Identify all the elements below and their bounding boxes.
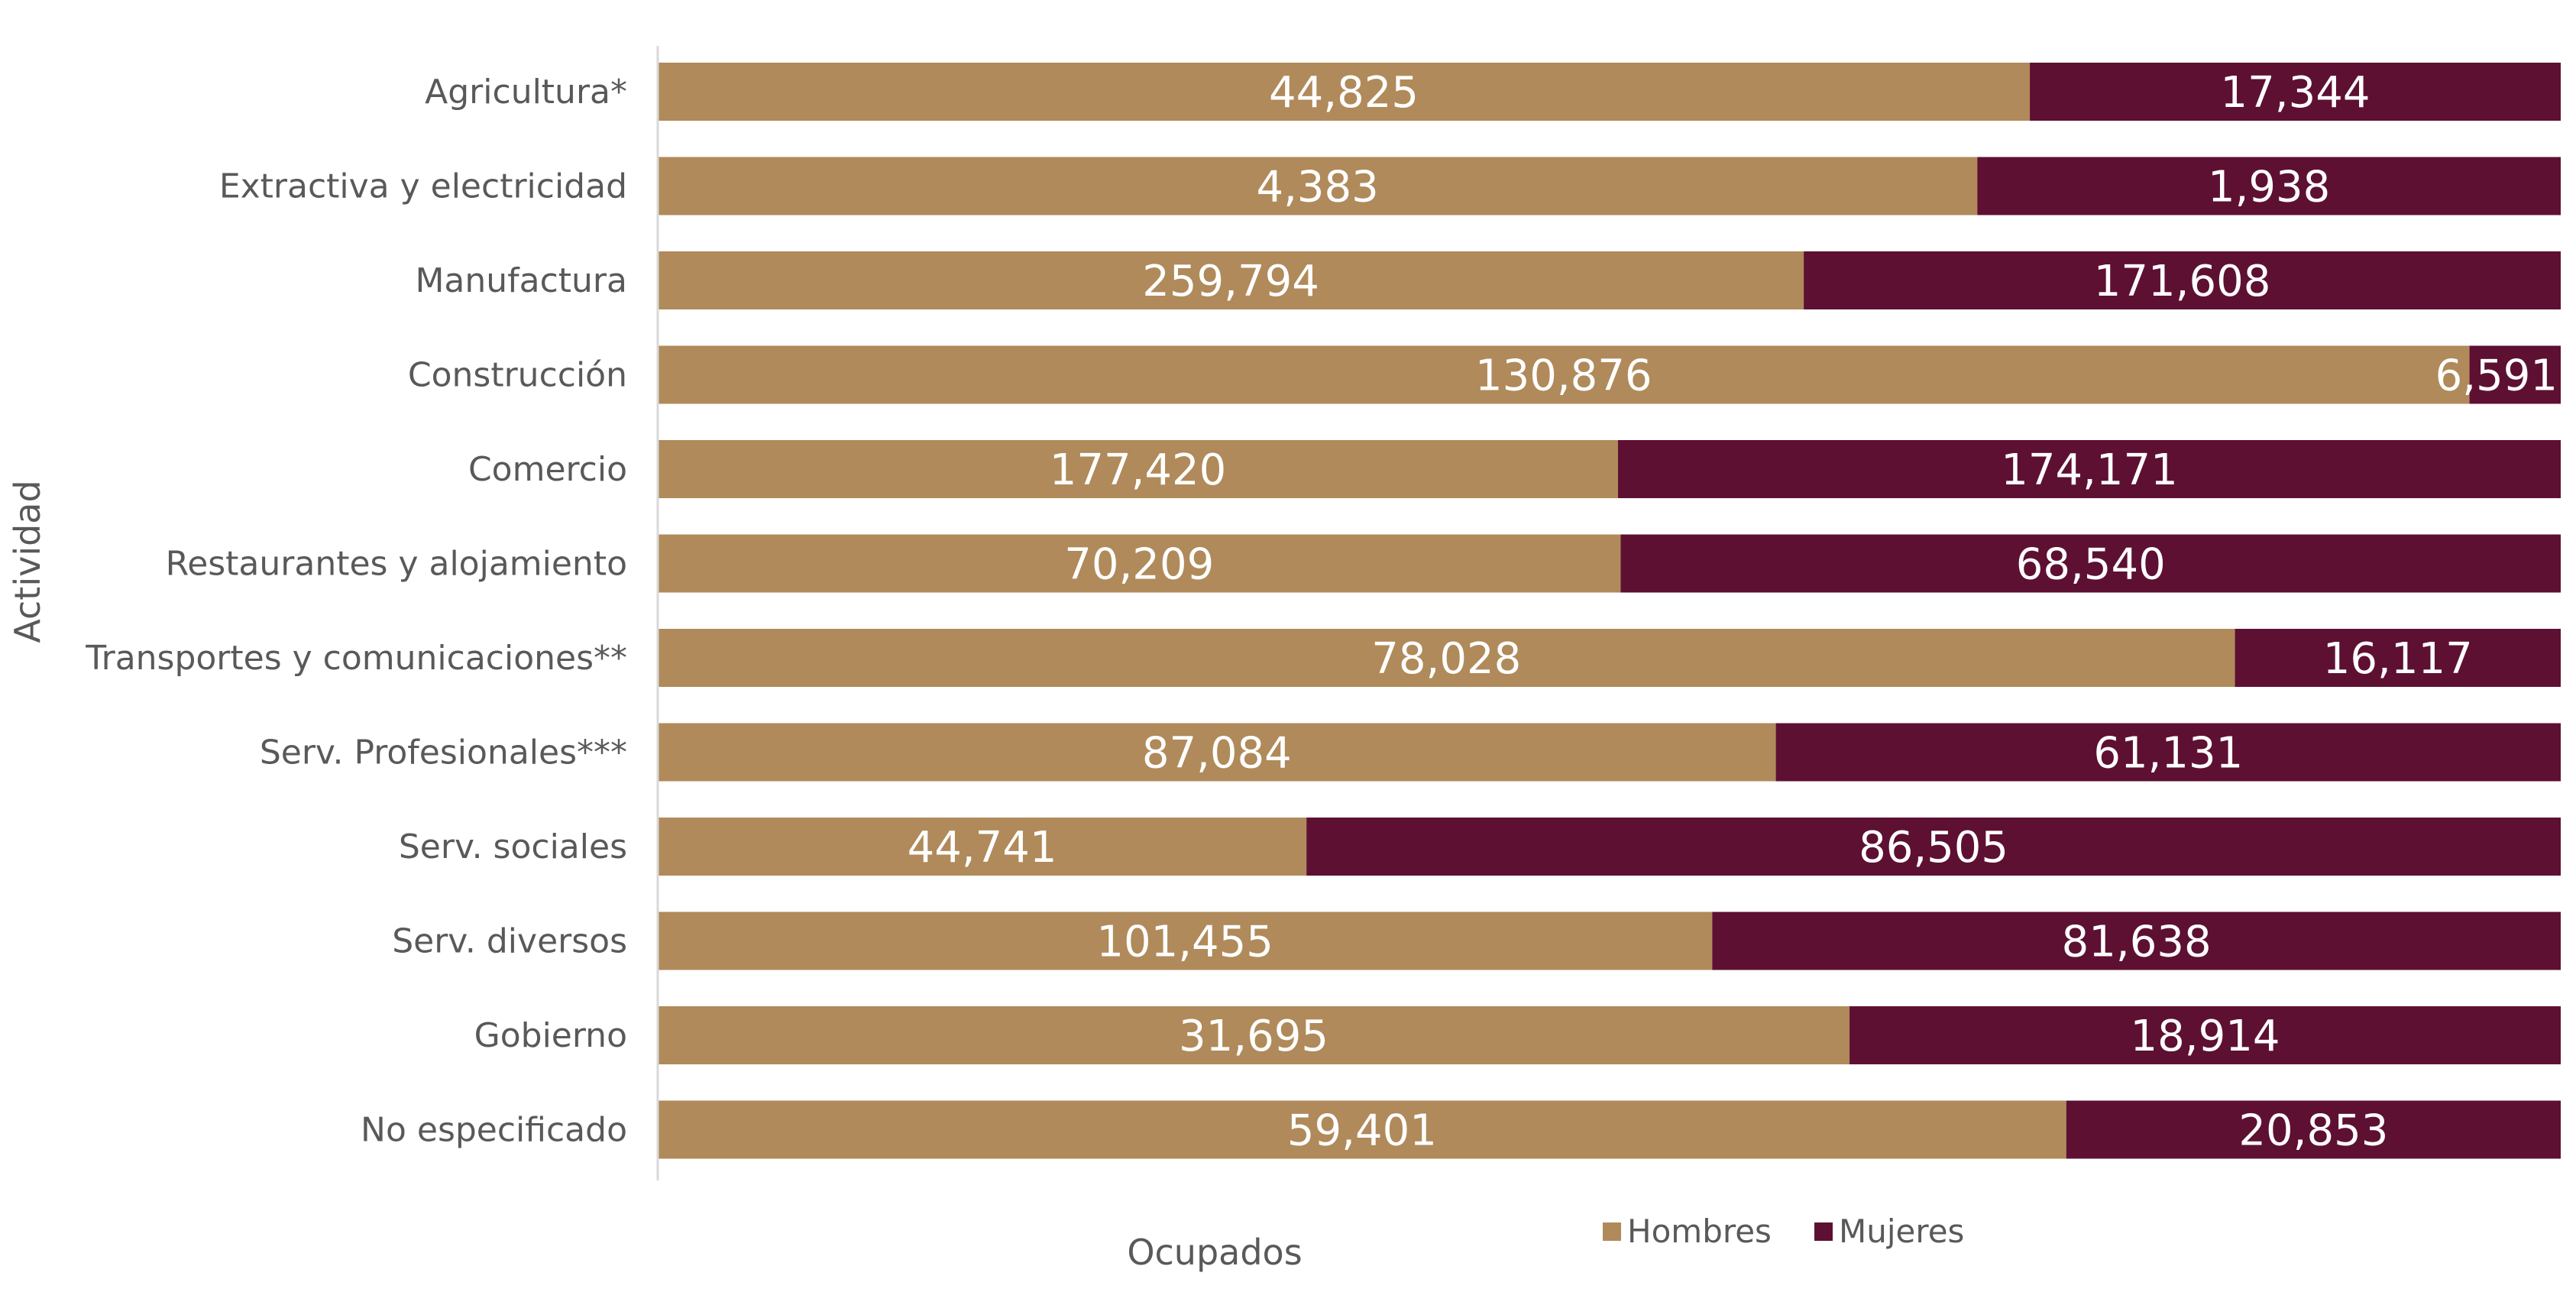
value-label-hombres-serv-sociales: 44,741 (908, 823, 1057, 873)
bar-hombres-construccion (658, 345, 2470, 404)
value-label-mujeres-gobierno: 18,914 (2131, 1012, 2280, 1061)
value-label-mujeres-agricultura: 17,344 (2221, 68, 2371, 118)
legend-swatch-mujeres (1814, 1222, 1833, 1241)
category-label-no-especificado: No especificado (361, 1111, 627, 1150)
legend-label-hombres: Hombres (1627, 1213, 1772, 1250)
value-label-mujeres-extractiva-y-electricidad: 1,938 (2208, 163, 2330, 212)
bar-hombres-gobierno (658, 1006, 1850, 1064)
bar-mujeres-gobierno (1849, 1006, 2561, 1064)
bar-mujeres-agricultura (2030, 63, 2561, 121)
bar-hombres-no-especificado (658, 1100, 2066, 1159)
bar-mujeres-serv-profesionales (1775, 723, 2561, 782)
category-labels: Agricultura* Extractiva y electricidad Man… (85, 73, 627, 1150)
bar-hombres-agricultura (658, 63, 2031, 121)
bar-hombres-serv-profesionales (658, 723, 1776, 782)
value-label-mujeres-serv-profesionales: 61,131 (2093, 729, 2243, 779)
bars-group (658, 63, 2561, 1159)
category-label-transportes-y-comunicaciones: Transportes y comunicaciones** (85, 639, 627, 678)
bar-mujeres-extractiva-y-electricidad (1977, 157, 2561, 215)
legend: Hombres Mujeres (1603, 1213, 1964, 1250)
value-label-mujeres-restaurantes-y-alojamiento: 68,540 (2016, 540, 2166, 590)
value-label-hombres-gobierno: 31,695 (1179, 1012, 1328, 1061)
category-label-extractiva-y-electricidad: Extractiva y electricidad (219, 167, 627, 206)
value-label-hombres-serv-diversos: 101,455 (1096, 918, 1273, 967)
legend-label-mujeres: Mujeres (1839, 1213, 1964, 1250)
y-axis-title: Actividad (7, 480, 48, 643)
bar-hombres-restaurantes-y-alojamiento (658, 534, 1621, 593)
category-label-serv-diversos: Serv. diversos (392, 922, 627, 961)
value-label-hombres-extractiva-y-electricidad: 4,383 (1256, 163, 1378, 212)
value-label-hombres-transportes-y-comunicaciones: 78,028 (1371, 634, 1521, 684)
bar-mujeres-manufactura (1804, 251, 2561, 309)
value-label-hombres-restaurantes-y-alojamiento: 70,209 (1064, 540, 1214, 590)
bar-hombres-serv-sociales (658, 818, 1307, 876)
category-label-serv-sociales: Serv. sociales (399, 827, 627, 866)
bar-hombres-comercio (658, 440, 1619, 498)
value-label-mujeres-transportes-y-comunicaciones: 16,117 (2323, 634, 2473, 684)
bar-mujeres-serv-diversos (1712, 912, 2561, 970)
bar-hombres-extractiva-y-electricidad (658, 157, 1978, 215)
value-label-mujeres-manufactura: 171,608 (2094, 257, 2271, 306)
bar-mujeres-construccion (2469, 345, 2561, 404)
bar-hombres-manufactura (658, 251, 1804, 309)
value-label-hombres-construccion: 130,876 (1475, 351, 1652, 401)
value-label-mujeres-construccion: 6,591 (2435, 351, 2558, 401)
value-label-hombres-manufactura: 259,794 (1142, 257, 1319, 306)
value-label-hombres-comercio: 177,420 (1050, 445, 1227, 495)
category-label-comercio: Comercio (468, 450, 627, 489)
category-label-restaurantes-y-alojamiento: Restaurantes y alojamiento (166, 545, 627, 584)
value-label-mujeres-serv-diversos: 81,638 (2062, 918, 2212, 967)
category-label-manufactura: Manufactura (415, 261, 627, 300)
value-label-mujeres-comercio: 174,171 (2001, 445, 2178, 495)
value-label-mujeres-serv-sociales: 86,505 (1859, 823, 2008, 873)
bar-mujeres-restaurantes-y-alojamiento (1620, 534, 2561, 593)
bar-hombres-transportes-y-comunicaciones (658, 629, 2235, 687)
value-label-hombres-agricultura: 44,825 (1269, 68, 1419, 118)
value-label-hombres-no-especificado: 59,401 (1287, 1106, 1437, 1156)
bar-value-labels: 44,825 17,344 4,383 1,938 259,794 171,608 130,… (908, 68, 2558, 1156)
category-label-construccion: Construcción (408, 356, 627, 395)
category-label-serv-profesionales: Serv. Profesionales*** (260, 733, 627, 772)
legend-swatch-hombres (1603, 1222, 1621, 1241)
bar-mujeres-transportes-y-comunicaciones (2235, 629, 2561, 687)
bar-mujeres-serv-sociales (1306, 818, 2561, 876)
value-label-hombres-serv-profesionales: 87,084 (1142, 729, 1292, 779)
x-axis-title: Ocupados (1127, 1232, 1302, 1273)
category-label-agricultura: Agricultura* (425, 73, 627, 112)
bar-mujeres-no-especificado (2066, 1100, 2561, 1159)
bar-hombres-serv-diversos (658, 912, 1713, 970)
bar-mujeres-comercio (1618, 440, 2561, 498)
value-label-mujeres-no-especificado: 20,853 (2238, 1106, 2388, 1156)
category-label-gobierno: Gobierno (474, 1016, 627, 1055)
